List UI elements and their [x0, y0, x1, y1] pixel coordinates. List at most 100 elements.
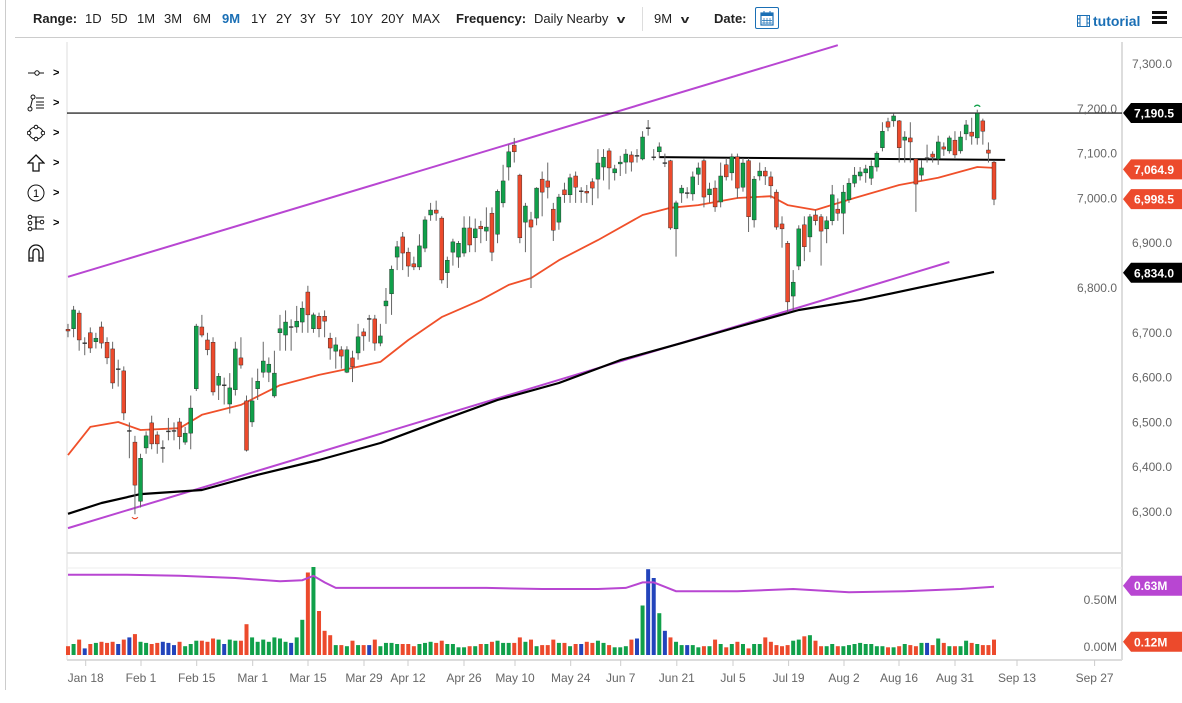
candle-body [980, 120, 986, 132]
range-button-2y[interactable]: 2Y [276, 11, 292, 26]
range-button-max[interactable]: MAX [412, 11, 441, 26]
candle [763, 167, 768, 185]
candle-body [484, 226, 489, 232]
hamburger-menu-icon[interactable] [1152, 11, 1167, 26]
number-marker-tool[interactable]: 1 > [27, 178, 59, 208]
period-select[interactable]: 9M v [654, 11, 689, 26]
shape-tool[interactable]: > [27, 118, 59, 148]
candle-body [478, 225, 483, 230]
volume-bar [752, 644, 757, 655]
volume-bar [863, 644, 868, 655]
tutorial-link[interactable]: tutorial [1077, 13, 1140, 29]
crosshair-line-tool[interactable]: > [27, 58, 59, 88]
arrow-tool[interactable]: > [27, 148, 59, 178]
volume-bar [188, 644, 193, 655]
candle-body [668, 160, 673, 229]
time-tick-label: Mar 29 [345, 671, 383, 685]
range-button-1m[interactable]: 1M [137, 11, 156, 26]
candle-body [127, 430, 132, 432]
candle [936, 135, 941, 165]
fibonacci-tool[interactable]: > [27, 88, 59, 118]
range-button-1d[interactable]: 1D [85, 11, 102, 26]
candle-body [902, 136, 907, 141]
range-button-6m[interactable]: 6M [193, 11, 212, 26]
candle [975, 109, 980, 145]
volume-bar [707, 646, 712, 655]
volume-bar [110, 641, 115, 655]
candle [830, 184, 835, 226]
candle-body [406, 251, 411, 267]
volume-bar [590, 642, 595, 655]
candle-body [367, 318, 372, 320]
volume-bar [372, 639, 377, 655]
volume-bar [662, 630, 667, 655]
candle-body [696, 167, 701, 175]
range-button-10y[interactable]: 10Y [350, 11, 374, 26]
range-button-3m[interactable]: 3M [164, 11, 183, 26]
candle-body [958, 136, 963, 152]
volume-bar [121, 639, 126, 655]
volume-bar [473, 646, 478, 655]
candle-body [913, 158, 919, 185]
volume-bar [71, 644, 76, 655]
volume-bar [428, 641, 433, 655]
candle-body [138, 458, 143, 502]
candle [539, 171, 545, 217]
candle-body [277, 328, 283, 334]
volume-bar [869, 644, 874, 655]
candle [127, 422, 132, 459]
range-button-9m[interactable]: 9M [222, 11, 241, 26]
time-tick-label: Jul 19 [773, 671, 805, 685]
price-tick-label: 6,700.0 [1132, 326, 1172, 340]
candle-body [166, 430, 171, 433]
candle [327, 332, 333, 360]
volume-bar [908, 645, 913, 655]
volume-bar [568, 646, 573, 655]
measure-tool[interactable]: > [27, 208, 59, 238]
volume-bar [289, 642, 294, 655]
magnet-tool[interactable] [27, 238, 59, 268]
candle-body [690, 176, 695, 195]
trendline-neckline [659, 156, 1006, 161]
volume-tag: 0.12M [1134, 635, 1167, 649]
price-tick-label: 6,900.0 [1132, 236, 1172, 250]
range-button-5d[interactable]: 5D [111, 11, 128, 26]
candle [718, 162, 723, 208]
range-button-1y[interactable]: 1Y [251, 11, 267, 26]
frequency-select[interactable]: Daily Nearby v [534, 11, 626, 26]
volume-bar [713, 639, 718, 655]
volume-bar [880, 646, 885, 655]
candle [807, 214, 813, 253]
candle [629, 151, 634, 172]
volume-bar [389, 642, 394, 655]
fibonacci-icon [27, 94, 44, 112]
volume-bar [467, 646, 472, 655]
volume-bar [556, 642, 561, 655]
candle [82, 337, 87, 356]
candle [149, 415, 154, 450]
volume-bar [830, 644, 835, 655]
candle [790, 270, 796, 311]
candle-body [724, 164, 729, 178]
volume-bar [969, 642, 974, 655]
volume-bar [489, 641, 494, 655]
candle [244, 395, 249, 452]
candle [93, 332, 99, 349]
candle [294, 305, 299, 333]
candle [835, 198, 841, 221]
toolbar: Range: 1D 5D 1M 3M 6M 9M 1Y 2Y 3Y 5Y 10Y 20Y MAX Fre… [0, 0, 1182, 37]
candle-body [333, 344, 338, 352]
range-button-5y[interactable]: 5Y [325, 11, 341, 26]
measure-icon [27, 214, 45, 232]
date-picker-button[interactable] [755, 7, 779, 29]
candle-body [132, 441, 138, 486]
range-button-20y[interactable]: 20Y [381, 11, 405, 26]
candle-body [143, 435, 149, 449]
volume-bar [763, 637, 768, 655]
candle-body [551, 208, 556, 231]
range-button-3y[interactable]: 3Y [300, 11, 316, 26]
candle [233, 341, 238, 396]
volume-bar [149, 644, 154, 655]
candle-body [751, 178, 757, 221]
